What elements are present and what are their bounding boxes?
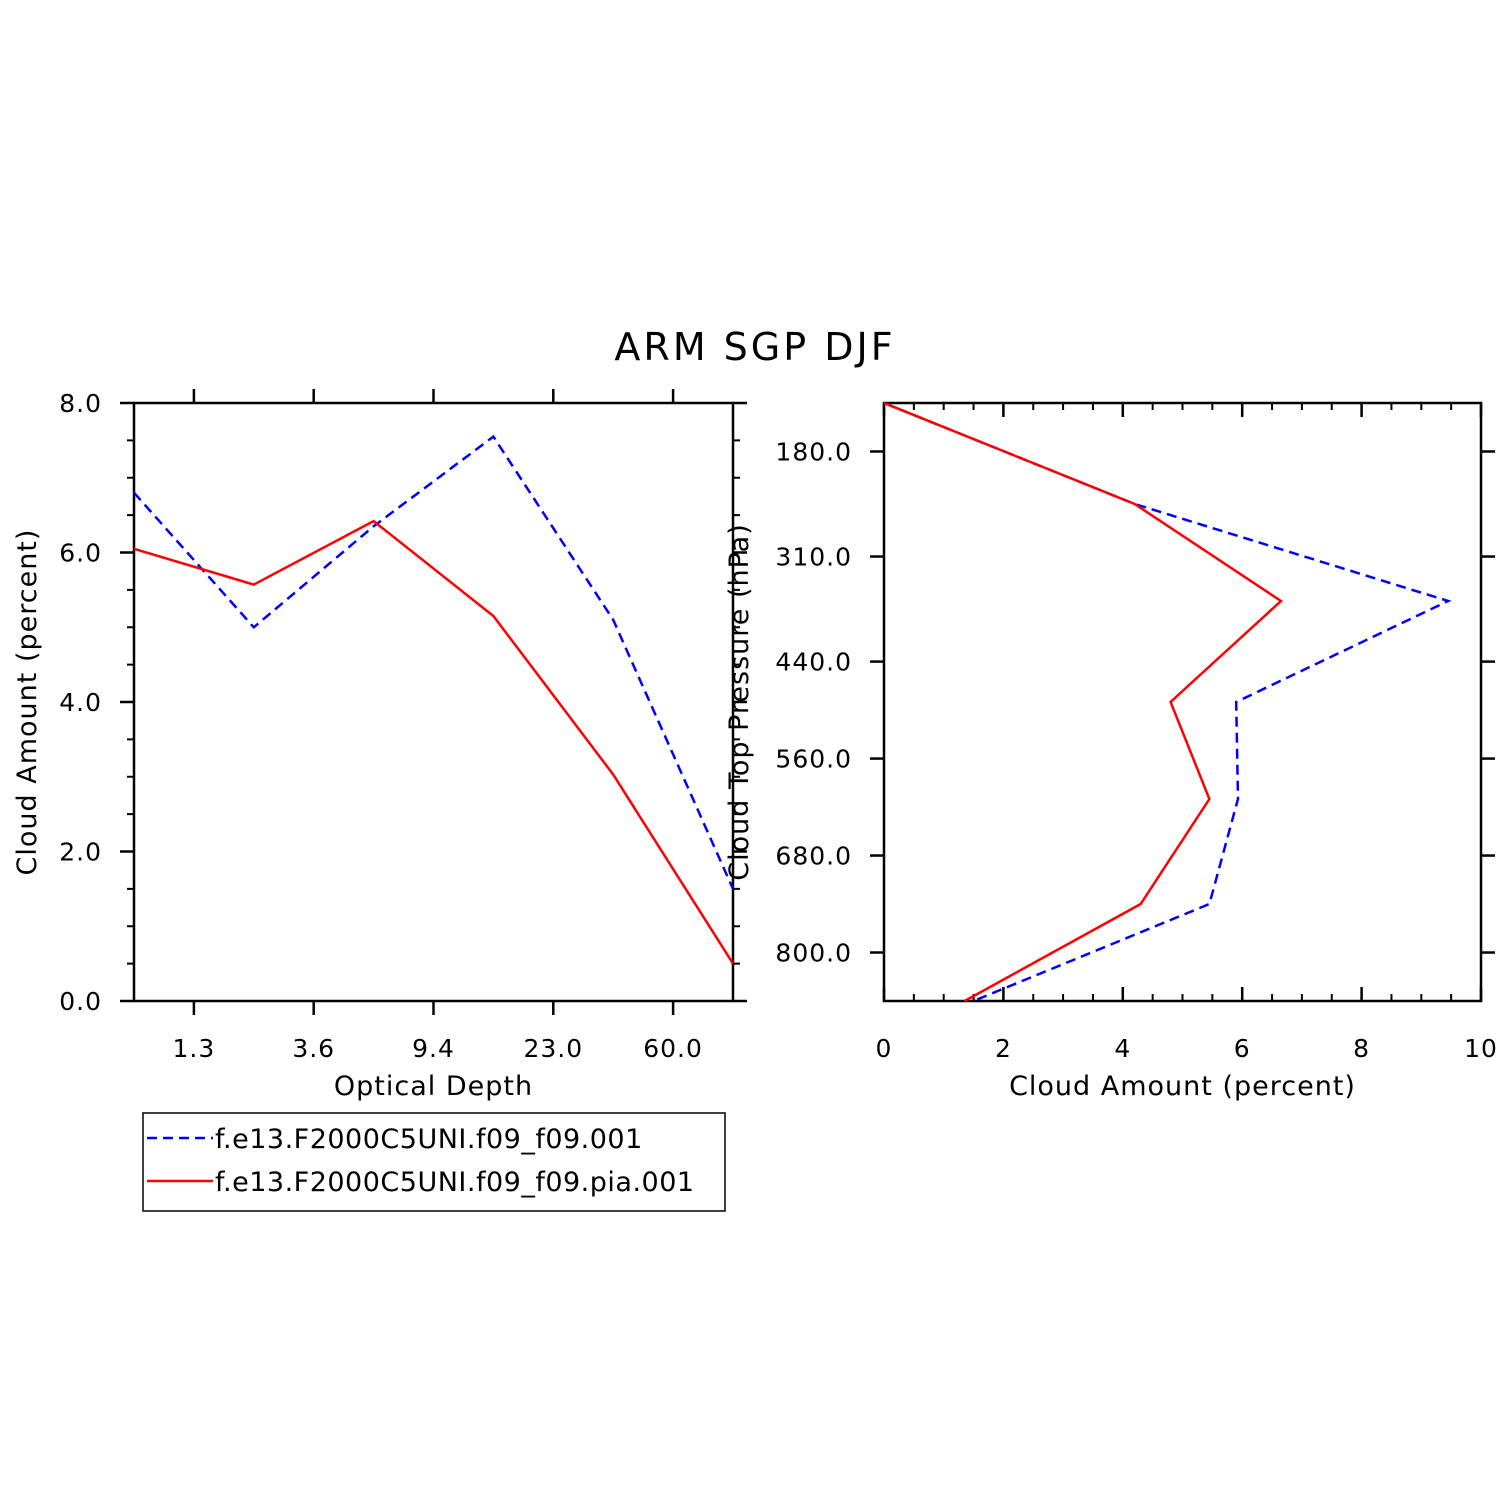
y-tick-label: 0.0 bbox=[59, 987, 102, 1016]
y-tick-label: 6.0 bbox=[59, 539, 102, 568]
x-tick-label: 3.6 bbox=[292, 1034, 335, 1063]
left-x-axis-title: Optical Depth bbox=[334, 1071, 533, 1102]
y-tick-label: 680.0 bbox=[775, 842, 852, 871]
left-y-axis-title: Cloud Amount (percent) bbox=[12, 529, 43, 876]
y-tick-label: 560.0 bbox=[775, 745, 852, 774]
right-series-lines bbox=[883, 401, 1452, 1003]
y-tick-label: 800.0 bbox=[775, 939, 852, 968]
x-tick-label: 6 bbox=[1234, 1034, 1251, 1063]
x-tick-label: 8 bbox=[1353, 1034, 1370, 1063]
optical-depth-panel: 0.0 2.0 4.0 6.0 8.0 1.3 3.6 9.4 23.0 60.0 Optical… bbox=[12, 389, 747, 1102]
y-tick-label: 310.0 bbox=[775, 543, 852, 572]
right-plot-frame bbox=[882, 401, 1483, 1003]
right-axis-tick-labels: 180.0 310.0 440.0 560.0 680.0 800.0 0 2 4 6 8 10 bbox=[775, 437, 1498, 1063]
series-line-f09-001 bbox=[883, 401, 1452, 1003]
left-plot-frame bbox=[132, 401, 735, 1003]
x-tick-label: 23.0 bbox=[523, 1034, 583, 1063]
left-series-lines bbox=[133, 434, 735, 965]
right-y-axis-title: Cloud Top Pressure (hPa) bbox=[724, 523, 755, 881]
x-tick-label: 4 bbox=[1114, 1034, 1131, 1063]
x-tick-label: 1.3 bbox=[173, 1034, 216, 1063]
figure-title: ARM SGP DJF bbox=[614, 325, 895, 369]
y-tick-label: 440.0 bbox=[775, 648, 852, 677]
x-tick-label: 60.0 bbox=[643, 1034, 703, 1063]
series-line-pia-001 bbox=[133, 519, 735, 965]
x-tick-label: 10 bbox=[1464, 1034, 1498, 1063]
legend-label: f.e13.F2000C5UNI.f09_f09.pia.001 bbox=[215, 1167, 695, 1198]
series-line-f09-001 bbox=[133, 434, 735, 890]
legend-label: f.e13.F2000C5UNI.f09_f09.001 bbox=[215, 1124, 643, 1155]
series-line-pia-001 bbox=[883, 401, 1284, 1003]
left-axis-ticks bbox=[120, 389, 747, 1015]
right-axis-ticks bbox=[870, 403, 1495, 1001]
x-tick-label: 0 bbox=[876, 1034, 893, 1063]
legend: f.e13.F2000C5UNI.f09_f09.001 f.e13.F2000… bbox=[142, 1112, 726, 1212]
x-tick-label: 9.4 bbox=[412, 1034, 455, 1063]
cloud-top-pressure-panel: 180.0 310.0 440.0 560.0 680.0 800.0 0 2 4 6 8 10 Cl… bbox=[724, 401, 1498, 1102]
right-x-axis-title: Cloud Amount (percent) bbox=[1009, 1071, 1356, 1102]
x-tick-label: 2 bbox=[995, 1034, 1012, 1063]
legend-box bbox=[142, 1112, 726, 1212]
left-axis-tick-labels: 0.0 2.0 4.0 6.0 8.0 1.3 3.6 9.4 23.0 60.0 bbox=[59, 389, 703, 1063]
y-tick-label: 180.0 bbox=[775, 437, 852, 466]
y-tick-label: 8.0 bbox=[59, 389, 102, 418]
y-tick-label: 2.0 bbox=[59, 838, 102, 867]
y-tick-label: 4.0 bbox=[59, 688, 102, 717]
